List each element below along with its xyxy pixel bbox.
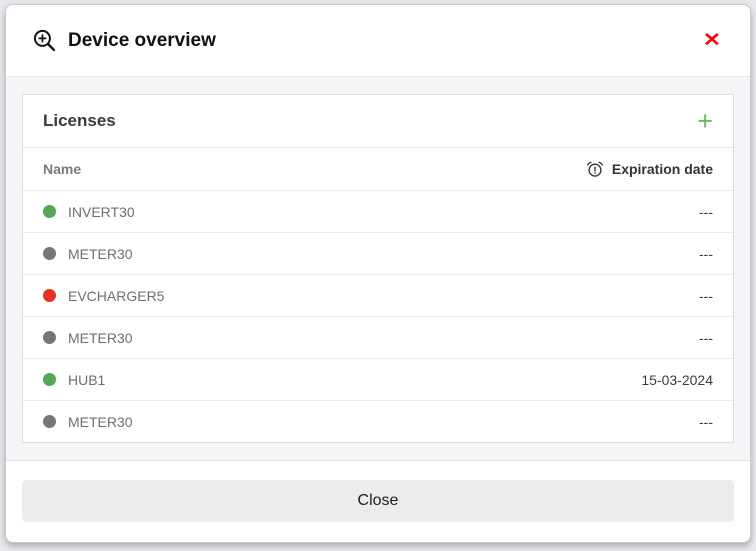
modal-title: Device overview: [68, 29, 216, 51]
table-row[interactable]: METER30 ---: [23, 232, 733, 274]
license-expiration: ---: [699, 287, 713, 304]
license-name: METER30: [68, 245, 133, 262]
close-button[interactable]: Close: [22, 480, 734, 522]
license-name: METER30: [68, 413, 133, 430]
status-dot: [43, 247, 56, 260]
table-row[interactable]: EVCHARGER5 ---: [23, 274, 733, 316]
column-header-name: Name: [43, 161, 82, 177]
table-row[interactable]: METER30 ---: [23, 316, 733, 358]
modal-footer: Close: [6, 460, 750, 542]
table-row[interactable]: HUB1 15-03-2024: [23, 358, 733, 400]
modal-header: Device overview ✕: [6, 5, 750, 77]
license-expiration: ---: [699, 413, 713, 430]
license-name: EVCHARGER5: [68, 287, 165, 304]
zoom-in-icon: [32, 28, 57, 53]
status-dot: [43, 331, 56, 344]
column-header-expiration-label: Expiration date: [611, 161, 713, 177]
status-dot: [43, 415, 56, 428]
licenses-card: Licenses + Name Expiration: [22, 94, 734, 443]
license-name: INVERT30: [68, 203, 135, 220]
license-expiration: 15-03-2024: [641, 371, 713, 388]
alarm-clock-icon: [586, 160, 604, 178]
table-row[interactable]: METER30 ---: [23, 400, 733, 442]
modal-body: Licenses + Name Expiration: [6, 77, 750, 460]
column-header-expiration: Expiration date: [586, 160, 713, 178]
table-row[interactable]: INVERT30 ---: [23, 190, 733, 232]
status-dot: [43, 205, 56, 218]
status-dot: [43, 373, 56, 386]
device-overview-modal: Device overview ✕ Licenses + Name: [5, 4, 751, 543]
add-license-button[interactable]: +: [697, 106, 713, 136]
table-header-row: Name Expiration date: [23, 148, 733, 190]
licenses-card-header: Licenses +: [23, 95, 733, 148]
licenses-title: Licenses: [43, 111, 116, 130]
license-expiration: ---: [699, 245, 713, 262]
license-expiration: ---: [699, 329, 713, 346]
license-expiration: ---: [699, 203, 713, 220]
license-name: METER30: [68, 329, 133, 346]
close-icon[interactable]: ✕: [702, 30, 722, 51]
license-name: HUB1: [68, 371, 106, 388]
status-dot: [43, 289, 56, 302]
